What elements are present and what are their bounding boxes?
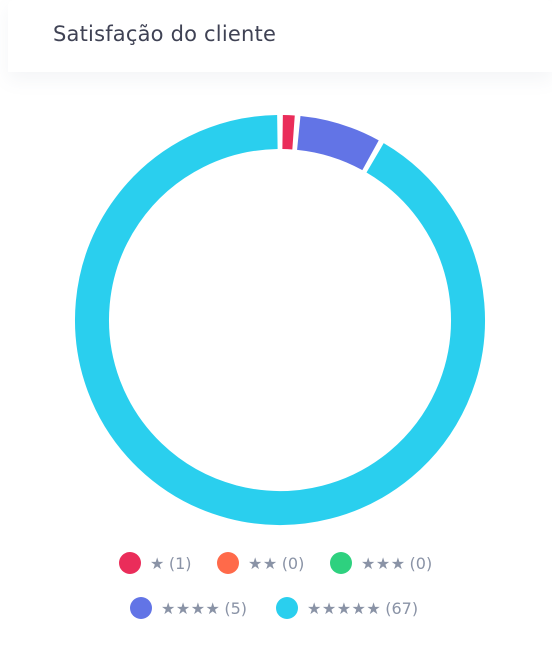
legend-marker-2-stars: [217, 552, 239, 574]
legend-count-label: (0): [281, 553, 305, 573]
legend-stars-label: ★★★: [361, 553, 406, 573]
donut-slice-4-stars[interactable]: [296, 116, 379, 171]
legend-item-3-stars[interactable]: ★★★ (0): [330, 548, 432, 578]
legend-item-1-star[interactable]: ★ (1): [119, 548, 192, 578]
legend-item-4-stars[interactable]: ★★★★ (5): [130, 593, 247, 623]
legend-stars-label: ★★: [248, 553, 278, 573]
legend-stars-label: ★: [150, 553, 165, 573]
card-title: Satisfação do cliente: [53, 22, 277, 46]
legend-marker-1-star: [119, 552, 141, 574]
legend-row-1: ★ (1) ★★ (0) ★★★ (0): [0, 548, 552, 578]
legend-count-label: (1): [168, 553, 192, 573]
legend-row-2: ★★★★ (5) ★★★★★ (67): [0, 593, 552, 623]
legend-stars-label: ★★★★: [161, 598, 221, 618]
legend-marker-5-stars: [276, 597, 298, 619]
legend-item-5-stars[interactable]: ★★★★★ (67): [276, 593, 418, 623]
card-header: Satisfação do cliente: [8, 0, 552, 72]
legend-count-label: (5): [224, 598, 248, 618]
legend-marker-4-stars: [130, 597, 152, 619]
legend-count-label: (67): [385, 598, 419, 618]
legend-marker-3-stars: [330, 552, 352, 574]
donut-slice-5-stars[interactable]: [75, 115, 485, 525]
legend-stars-label: ★★★★★: [307, 598, 382, 618]
legend-item-2-stars[interactable]: ★★ (0): [217, 548, 304, 578]
legend-count-label: (0): [409, 553, 433, 573]
